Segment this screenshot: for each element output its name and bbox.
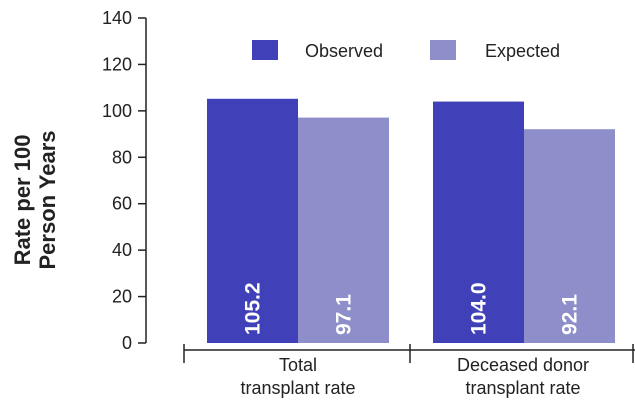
y-tick-label: 120 — [102, 54, 132, 74]
bar-observed — [433, 101, 524, 343]
bars: 105.2 97.1 104.0 92.1 — [207, 98, 615, 344]
y-axis-label: Rate per 100 Person Years — [10, 130, 60, 269]
x-category-label: Total — [279, 355, 317, 375]
bar-value-label: 105.2 — [242, 282, 265, 335]
y-tick-label: 100 — [102, 101, 132, 121]
bar-expected — [298, 117, 389, 343]
bar-observed — [207, 98, 298, 344]
y-tick-label: 80 — [112, 147, 132, 167]
y-tick-label: 0 — [122, 333, 132, 353]
y-axis-label-line-1: Rate per 100 — [10, 135, 35, 266]
y-tick-label: 20 — [112, 287, 132, 307]
x-category-label: transplant rate — [465, 378, 580, 398]
x-axis: Total transplant rate Deceased donor transp… — [183, 344, 635, 398]
x-category-label: Deceased donor — [457, 355, 589, 375]
legend: Observed Expected — [252, 40, 560, 61]
legend-label-expected: Expected — [485, 41, 560, 61]
x-category-label: transplant rate — [240, 378, 355, 398]
y-tick-label: 60 — [112, 194, 132, 214]
legend-swatch-expected — [430, 40, 456, 60]
y-axis-label-line-2: Person Years — [35, 130, 60, 269]
bar-value-label: 104.0 — [468, 282, 491, 335]
legend-swatch-observed — [252, 40, 278, 60]
legend-label-observed: Observed — [305, 41, 383, 61]
y-tick-label: 40 — [112, 240, 132, 260]
y-axis: 0 20 40 60 80 100 120 140 — [102, 8, 147, 353]
bar-value-label: 97.1 — [333, 294, 356, 335]
bar-expected — [524, 129, 615, 343]
bar-value-label: 92.1 — [559, 294, 582, 335]
y-tick-label: 140 — [102, 8, 132, 28]
